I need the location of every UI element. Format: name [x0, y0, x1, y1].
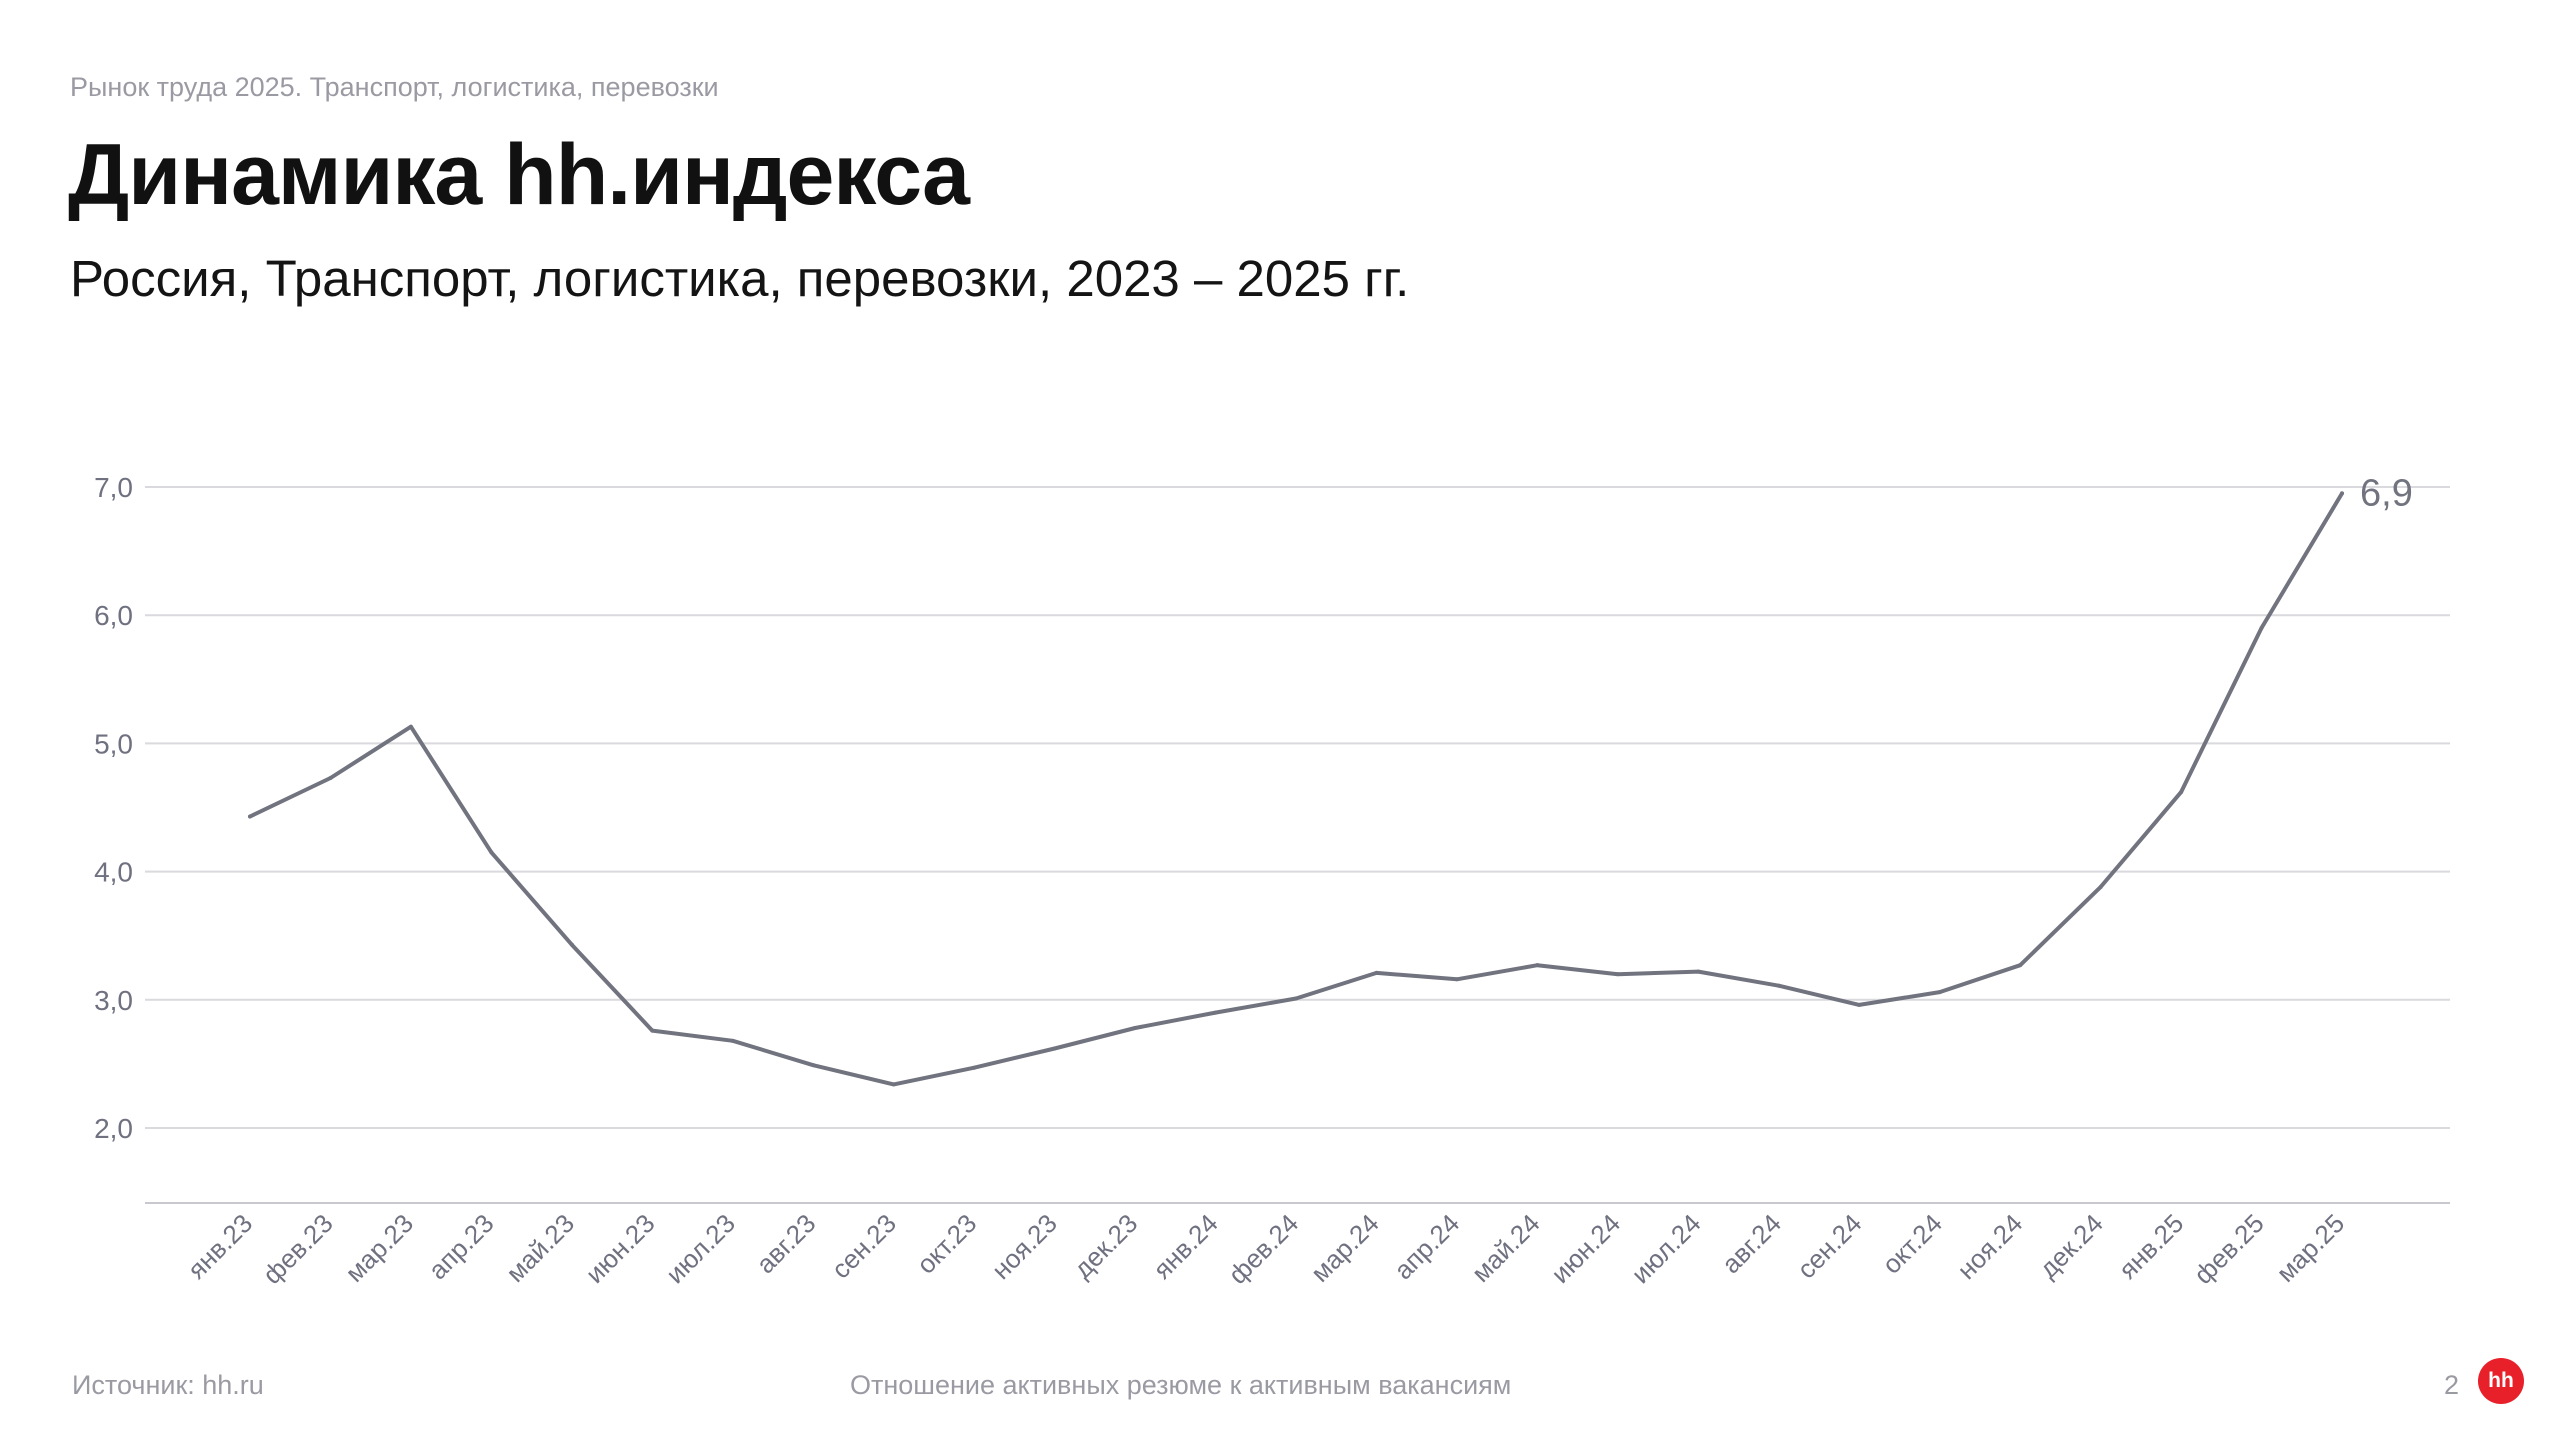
x-tick-label: мар.25 [2270, 1208, 2350, 1288]
x-tick-label: июн.24 [1545, 1208, 1626, 1289]
x-tick-label: дек.24 [2033, 1208, 2109, 1284]
grid-lines [145, 486, 2450, 1129]
data-point [650, 1028, 655, 1033]
footer-source: Источник: hh.ru [72, 1370, 264, 1400]
x-tick-label: авг.23 [750, 1208, 821, 1279]
data-point [1857, 1002, 1862, 1007]
x-tick-label: янв.24 [1147, 1208, 1224, 1285]
data-point [569, 942, 574, 947]
data-point [2018, 963, 2023, 968]
x-tick-label: янв.23 [182, 1208, 259, 1285]
data-point [328, 776, 333, 781]
page-subtitle: Россия, Транспорт, логистика, перевозки,… [70, 250, 1410, 307]
x-tick-label: мар.23 [339, 1208, 419, 1288]
x-tick-label: дек.23 [1068, 1208, 1144, 1284]
x-tick-label: июл.23 [660, 1208, 741, 1289]
data-point [891, 1082, 896, 1087]
data-point [1454, 977, 1459, 982]
data-point [1535, 963, 1540, 968]
x-tick-label: мар.24 [1305, 1208, 1385, 1288]
data-point [408, 724, 413, 729]
x-tick-label: июн.23 [580, 1208, 661, 1289]
data-point [811, 1063, 816, 1068]
series-layer [248, 491, 2344, 1087]
x-tick-label: окт.23 [911, 1208, 983, 1280]
x-tick-label: май.24 [1466, 1208, 1546, 1288]
data-point [972, 1065, 977, 1070]
page-number: 2 [2444, 1370, 2460, 1400]
x-tick-label: авг.24 [1716, 1208, 1787, 1279]
x-tick-label: окт.24 [1876, 1208, 1948, 1280]
y-tick-label: 6,0 [94, 600, 133, 631]
data-point [2179, 790, 2184, 795]
data-point [248, 814, 252, 819]
data-point [1937, 990, 1942, 995]
data-point [1374, 970, 1379, 975]
y-tick-label: 3,0 [94, 985, 133, 1016]
data-point [2259, 626, 2264, 631]
data-point [2340, 491, 2344, 496]
data-point [1776, 983, 1781, 988]
footer-note: Отношение активных резюме к активным вак… [850, 1370, 1512, 1400]
data-point [1052, 1046, 1057, 1051]
series-line [248, 491, 2344, 1087]
x-tick-label: май.23 [500, 1208, 580, 1288]
page-title: Динамика hh.индекса [68, 127, 970, 223]
last-value-label: 6,9 [2360, 472, 2413, 514]
x-tick-label: июл.24 [1625, 1208, 1706, 1289]
x-tick-label: ноя.24 [1951, 1208, 2028, 1285]
x-tick-label: фев.25 [2188, 1208, 2270, 1290]
x-tick-label: сен.23 [826, 1208, 902, 1284]
y-axis-tick-labels: 2,0 3,0 4,0 5,0 6,0 7,0 [94, 472, 133, 1144]
y-tick-label: 2,0 [94, 1113, 133, 1144]
y-tick-label: 7,0 [94, 472, 133, 503]
x-tick-label: ноя.23 [986, 1208, 1063, 1285]
hh-logo-icon: hh [2478, 1358, 2524, 1404]
data-point [489, 850, 494, 855]
x-tick-label: апр.24 [1388, 1208, 1465, 1285]
data-point [730, 1038, 735, 1043]
x-tick-label: фев.24 [1222, 1208, 1304, 1290]
data-point [1294, 996, 1298, 1001]
data-label-layer: 6,9 [2360, 472, 2413, 514]
data-point [1615, 972, 1620, 977]
x-tick-label: янв.25 [2113, 1208, 2190, 1285]
data-point [1213, 1010, 1218, 1015]
x-tick-label: апр.23 [422, 1208, 499, 1285]
breadcrumb: Рынок труда 2025. Транспорт, логистика, … [70, 72, 719, 102]
data-point [1696, 969, 1701, 974]
x-tick-label: сен.24 [1791, 1208, 1867, 1284]
data-point [2098, 884, 2103, 889]
data-point [1133, 1026, 1138, 1031]
y-tick-label: 5,0 [94, 728, 133, 759]
x-tick-label: фев.23 [257, 1208, 339, 1290]
y-tick-label: 4,0 [94, 857, 133, 888]
